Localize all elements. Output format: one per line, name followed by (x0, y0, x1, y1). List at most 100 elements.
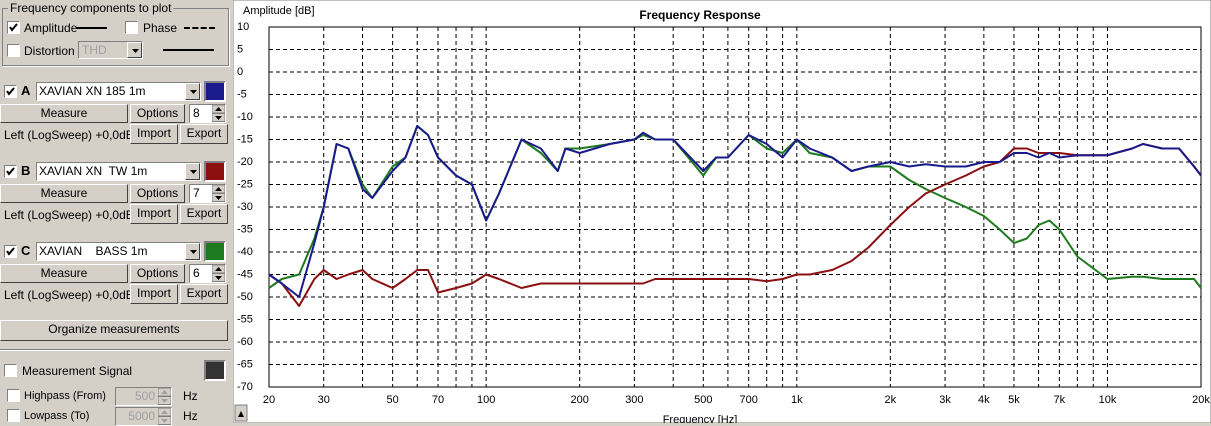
dropdown-arrow[interactable] (185, 163, 200, 180)
label: Left (LogSweep) +0,0dB (4, 208, 134, 222)
y-tick-label: 0 (237, 66, 243, 78)
x-tick-label: 5k (1008, 394, 1020, 406)
checkbox[interactable] (7, 21, 20, 34)
combobox[interactable]: THD (78, 41, 143, 59)
spinner[interactable]: 500 (115, 387, 172, 406)
label: Hz (183, 409, 198, 423)
button[interactable]: Options (130, 104, 185, 123)
x-tick-label: 7k (1054, 394, 1066, 406)
color-swatch[interactable] (204, 360, 226, 381)
y-tick-label: 5 (237, 43, 243, 55)
button[interactable]: Measure (0, 264, 128, 283)
x-tick-label: 30 (318, 394, 330, 406)
button[interactable]: Measure (0, 104, 128, 123)
chart: Frequency Response Amplitude [dB] Freque… (233, 0, 1211, 423)
measurement-combobox[interactable]: XAVIAN XN 185 1m (36, 82, 201, 101)
spin-arrows[interactable] (158, 388, 171, 405)
chart-background (233, 0, 1211, 423)
label: A (21, 83, 31, 98)
label: C (21, 243, 31, 258)
label: Left (LogSweep) +0,0dB (4, 288, 134, 302)
x-tick-label: 500 (694, 394, 712, 406)
button[interactable]: Measure (0, 184, 128, 203)
y-tick-label: -70 (237, 381, 253, 393)
label: Highpass (From) (24, 390, 106, 402)
x-tick-label: 700 (740, 394, 758, 406)
dropdown-arrow[interactable] (127, 42, 142, 58)
series-line (268, 125, 1202, 298)
button[interactable]: Export (180, 204, 228, 224)
separator (0, 349, 231, 351)
checkbox[interactable] (4, 85, 17, 98)
y-tick-label: -55 (237, 313, 253, 325)
y-tick-label: -30 (237, 201, 253, 213)
spinner[interactable]: 7 (189, 184, 226, 203)
dropdown-arrow[interactable] (185, 83, 200, 100)
spin-arrows[interactable] (212, 105, 225, 122)
dropdown-arrow[interactable] (185, 243, 200, 260)
spinner[interactable]: 8 (189, 104, 226, 123)
solid-line-sample (76, 27, 107, 29)
x-tick-label: 4k (978, 394, 990, 406)
chart-title: Frequency Response (639, 8, 761, 22)
y-tick-label: -20 (237, 156, 253, 168)
spin-arrows[interactable] (212, 185, 225, 202)
button[interactable]: Import (130, 124, 178, 144)
checkbox[interactable] (4, 245, 17, 258)
checkbox[interactable] (7, 409, 20, 422)
button[interactable]: Organize measurements (0, 320, 228, 341)
x-tick-label: 50 (387, 394, 399, 406)
y-tick-label: -65 (237, 358, 253, 370)
side-panel: Frequency components to plot Amplitude Pha… (0, 0, 231, 426)
spinner[interactable]: 5000 (115, 407, 172, 426)
label: Distortion (24, 44, 75, 58)
color-swatch[interactable] (204, 161, 226, 182)
label: B (21, 163, 31, 178)
button[interactable]: Export (180, 124, 228, 144)
dashed-line-sample (184, 27, 215, 29)
checkbox[interactable] (125, 21, 138, 34)
button[interactable]: Import (130, 204, 178, 224)
checkbox[interactable] (4, 364, 17, 377)
y-tick-label: -35 (237, 223, 253, 235)
line-sample (163, 49, 214, 51)
x-tick-label: 10k (1099, 394, 1117, 406)
x-tick-label: 1k (791, 394, 803, 406)
label: Measurement Signal (22, 364, 133, 378)
y-tick-label: -5 (237, 88, 247, 100)
x-tick-label: 70 (432, 394, 444, 406)
label: Phase (143, 21, 178, 35)
measurement-combobox[interactable]: XAVIAN BASS 1m (36, 242, 201, 261)
x-tick-label: 2k (885, 394, 897, 406)
y-tick-label: -40 (237, 246, 253, 258)
spinner[interactable]: 6 (189, 264, 226, 283)
label: Amplitude (24, 21, 78, 35)
button[interactable]: Options (130, 184, 185, 203)
color-swatch[interactable] (204, 241, 226, 262)
y-tick-label: -15 (237, 133, 253, 145)
scroll-arrow (238, 411, 244, 417)
button[interactable]: Options (130, 264, 185, 283)
button[interactable]: Import (130, 284, 178, 304)
y-tick-label: -10 (237, 111, 253, 123)
checkbox[interactable] (7, 389, 20, 402)
spin-arrows[interactable] (158, 408, 171, 425)
label: Frequency components to plot (8, 1, 174, 15)
checkbox[interactable] (7, 44, 20, 57)
y-tick-label: 10 (237, 21, 249, 33)
button[interactable]: Export (180, 284, 228, 304)
y-axis-label: Amplitude [dB] (243, 5, 315, 17)
label: Lowpass (To) (24, 410, 90, 422)
label: Hz (183, 389, 198, 403)
x-tick-label: 20k (1192, 394, 1210, 406)
label: Left (LogSweep) +0,0dB (4, 128, 134, 142)
color-swatch[interactable] (204, 81, 226, 102)
checkbox[interactable] (4, 165, 17, 178)
series-line (268, 143, 1202, 307)
x-tick-label: 200 (570, 394, 588, 406)
spin-arrows[interactable] (212, 265, 225, 282)
y-tick-label: -60 (237, 336, 253, 348)
measurement-combobox[interactable]: XAVIAN XN TW 1m (36, 162, 201, 181)
x-tick-label: 300 (625, 394, 643, 406)
